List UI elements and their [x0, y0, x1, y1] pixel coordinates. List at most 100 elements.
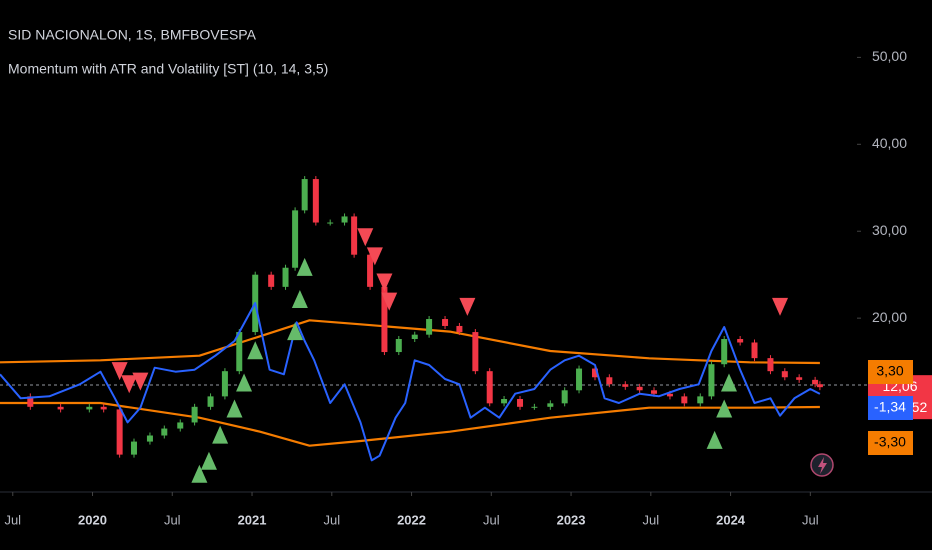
candle-body	[177, 422, 184, 429]
candle-body	[268, 274, 275, 287]
candle-body	[636, 386, 643, 391]
candle-body	[531, 406, 538, 408]
candle-body	[236, 332, 243, 372]
candle-body	[517, 398, 524, 407]
candle-body	[292, 210, 299, 268]
indicator-title: Momentum with ATR and Volatility [ST] (1…	[8, 61, 328, 77]
candle-body	[737, 339, 744, 343]
candle-body	[812, 379, 819, 385]
alert-icon[interactable]	[810, 453, 834, 477]
candle-body	[576, 368, 583, 391]
candle-body	[351, 216, 358, 255]
candle-body	[591, 368, 598, 378]
x-tick-label: 2021	[238, 512, 267, 527]
candle-body	[442, 319, 449, 326]
momentum-tag-label: -1,34	[874, 399, 906, 415]
candle-body	[191, 406, 198, 423]
sell-signal	[381, 292, 398, 311]
candle-body	[501, 398, 508, 404]
candle-body	[367, 254, 374, 287]
candle-body	[697, 396, 704, 404]
candle-body	[767, 358, 774, 372]
candle-body	[130, 441, 137, 455]
plot-area	[0, 176, 932, 483]
candle-body	[312, 179, 319, 223]
alert-bolt[interactable]	[818, 457, 827, 474]
candle-body	[381, 286, 388, 353]
buy-signal	[287, 322, 304, 341]
buy-signal	[716, 399, 733, 418]
x-tick-label: 2023	[557, 512, 586, 527]
buy-signal	[720, 373, 737, 392]
candle-body	[816, 384, 823, 388]
sell-signal	[132, 372, 149, 391]
candle-body	[456, 325, 463, 333]
candle-body	[161, 428, 168, 436]
candle-body	[395, 339, 402, 353]
buy-signal	[200, 451, 217, 470]
candle-body	[327, 222, 334, 224]
candle-body	[221, 371, 228, 397]
y-tick-label: 50,00	[872, 48, 907, 64]
candle-body	[796, 377, 803, 380]
candle-body	[301, 179, 308, 211]
candle-body	[146, 435, 153, 442]
candle-body	[651, 390, 658, 394]
candle-body	[116, 409, 123, 455]
candle-body	[561, 390, 568, 404]
sell-signal	[366, 247, 383, 266]
buy-signal	[191, 464, 208, 483]
x-tick-label: 2024	[716, 512, 746, 527]
candle-body	[781, 371, 788, 378]
momentum-line	[0, 302, 821, 462]
sell-signal	[111, 362, 128, 381]
upper-tag	[868, 360, 913, 384]
y-tick-label: 30,00	[872, 222, 907, 238]
candle-body	[721, 339, 728, 365]
buy-signal	[212, 425, 229, 444]
candle-body	[27, 396, 34, 407]
candle-body	[681, 396, 688, 404]
candle-body	[207, 396, 214, 407]
x-tick-label: Jul	[643, 512, 660, 527]
candle-body	[547, 403, 554, 407]
candle-body	[486, 371, 493, 404]
buy-signal	[291, 290, 308, 309]
candle-body	[426, 319, 433, 335]
candle-body	[708, 364, 715, 397]
candle-body	[341, 216, 348, 223]
upper-band	[0, 319, 820, 365]
x-tick-label: Jul	[483, 512, 500, 527]
buy-signal	[247, 341, 264, 360]
lower-band	[0, 401, 820, 447]
sell-signal	[772, 297, 789, 316]
candle-body	[472, 332, 479, 372]
candle-body	[622, 384, 629, 387]
sell-signal	[357, 228, 374, 247]
buy-signal	[706, 430, 723, 449]
buy-signal	[296, 257, 313, 276]
candle-body	[606, 377, 613, 385]
x-tick-label: Jul	[323, 512, 340, 527]
momentum-tag	[868, 396, 913, 420]
sell-signal	[459, 297, 476, 316]
candle-body	[100, 406, 107, 410]
sell-signal	[376, 273, 393, 292]
lower-tag-label: -3,30	[874, 434, 906, 450]
upper-tag-label: 3,30	[876, 363, 903, 379]
sell-signal	[121, 375, 138, 394]
y-tick-label: 40,00	[872, 135, 907, 151]
candle-body	[666, 393, 673, 397]
x-tick-label: 2020	[78, 512, 107, 527]
candle-body	[411, 334, 418, 340]
buy-signal	[236, 373, 253, 392]
x-tick-label: Jul	[802, 512, 819, 527]
candle-body	[751, 342, 758, 359]
candle-body	[282, 267, 289, 287]
lower-tag	[868, 431, 913, 455]
chart-title: SID NACIONALON, 1S, BMFBOVESPA	[8, 27, 257, 43]
x-tick-label: Jul	[164, 512, 181, 527]
